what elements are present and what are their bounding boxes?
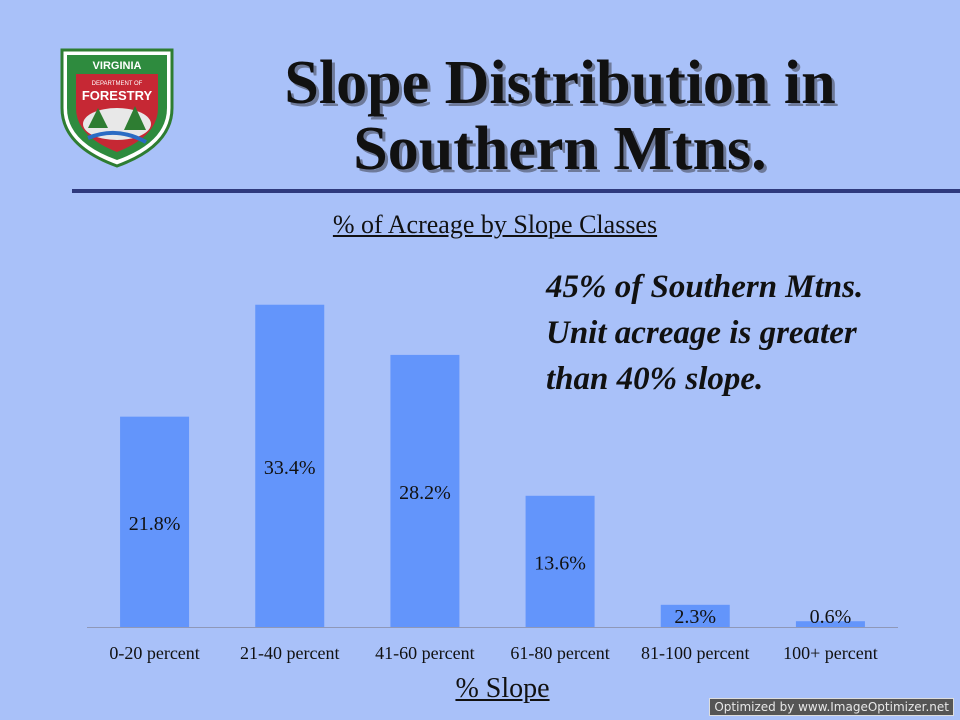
bar-4 bbox=[660, 604, 730, 627]
x-tick-label-3: 61-80 percent bbox=[510, 643, 609, 663]
data-label-4: 2.3% bbox=[674, 606, 716, 628]
x-tick-label-1: 21-40 percent bbox=[240, 643, 339, 663]
annotation-line-1: 45% of Southern Mtns. bbox=[546, 269, 864, 305]
data-label-1: 33.4% bbox=[264, 457, 316, 479]
title-divider bbox=[72, 189, 960, 193]
x-tick-label-4: 81-100 percent bbox=[641, 643, 749, 663]
data-label-3: 13.6% bbox=[534, 552, 586, 574]
annotation-line-3: than 40% slope. bbox=[546, 361, 764, 397]
annotation-callout: 45% of Southern Mtns. Unit acreage is gr… bbox=[546, 264, 946, 402]
data-label-2: 28.2% bbox=[399, 482, 451, 504]
title-line-1: Slope Distribution in bbox=[284, 49, 836, 117]
chart-title: % of Acreage by Slope Classes bbox=[332, 210, 658, 239]
bar-3 bbox=[525, 495, 595, 627]
page-title: Slope Distribution in Southern Mtns. bbox=[240, 50, 880, 182]
x-axis-label: % Slope bbox=[455, 673, 550, 704]
data-label-5: 0.6% bbox=[810, 606, 852, 628]
logo-text-main: FORESTRY bbox=[82, 88, 153, 103]
x-tick-label-2: 41-60 percent bbox=[375, 643, 474, 663]
logo-text-mid: DEPARTMENT OF bbox=[92, 81, 143, 87]
data-label-0: 21.8% bbox=[129, 513, 181, 535]
bar-5 bbox=[795, 621, 865, 627]
forestry-seal-logo: VIRGINIA DEPARTMENT OF FORESTRY bbox=[60, 48, 174, 168]
bar-1 bbox=[255, 304, 325, 627]
bar-0 bbox=[120, 416, 190, 627]
bar-2 bbox=[390, 354, 460, 627]
watermark: Optimized by www.ImageOptimizer.net bbox=[709, 698, 954, 716]
x-tick-label-0: 0-20 percent bbox=[109, 643, 199, 663]
x-tick-label-5: 100+ percent bbox=[783, 643, 878, 663]
logo-text-top: VIRGINIA bbox=[93, 60, 142, 72]
annotation-line-2: Unit acreage is greater bbox=[546, 315, 857, 351]
title-line-2: Southern Mtns. bbox=[353, 115, 767, 183]
